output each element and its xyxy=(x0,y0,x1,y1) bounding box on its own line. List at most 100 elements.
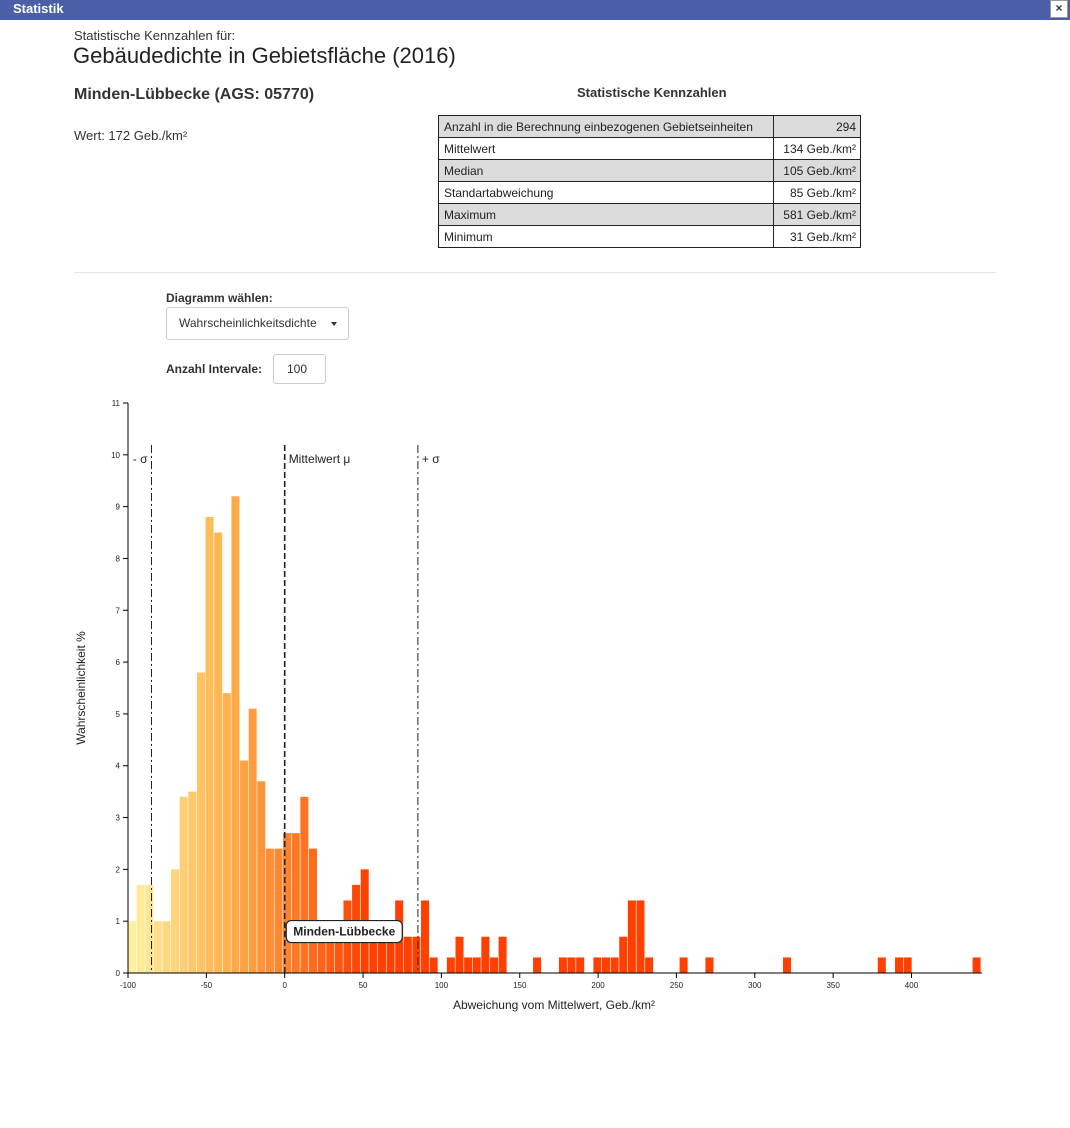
histogram-bar xyxy=(222,693,231,973)
x-tick-label: 350 xyxy=(826,981,840,990)
table-row: Anzahl in die Berechnung einbezogenen Ge… xyxy=(438,115,861,138)
x-tick-label: 200 xyxy=(591,981,605,990)
region-marker-box xyxy=(285,919,403,944)
histogram-bar xyxy=(498,936,507,973)
y-tick-label: 7 xyxy=(116,606,121,615)
y-tick-label: 10 xyxy=(111,451,120,460)
intervals-label: Anzahl Intervale: xyxy=(166,362,263,376)
diagram-select-value: Wahrscheinlichkeitsdichte xyxy=(179,316,317,330)
axes-group: 0 1 2 3 4 5 6 7 8 9 10 11 -100 -50 0 50 100 150 200 250 300 3… xyxy=(111,399,982,990)
window-title: Statistik xyxy=(13,1,64,16)
stat-label: Maximum xyxy=(438,203,774,226)
x-tick-label: 300 xyxy=(748,981,762,990)
close-button[interactable]: × xyxy=(1050,0,1068,18)
histogram-bar xyxy=(636,900,645,973)
page-title: Gebäudedichte in Gebietsfläche (2016) xyxy=(73,43,456,68)
histogram-bar xyxy=(240,760,249,973)
stat-label: Median xyxy=(438,159,774,182)
x-tick-label: 400 xyxy=(905,981,919,990)
histogram-bar xyxy=(136,884,145,973)
y-tick-label: 9 xyxy=(116,503,121,512)
histogram-bar xyxy=(627,900,636,973)
histogram-bar xyxy=(679,957,688,973)
x-tick-label: 0 xyxy=(282,981,287,990)
histogram-bar xyxy=(533,957,542,973)
caret-down-icon xyxy=(331,322,337,326)
x-tick-label: 100 xyxy=(435,981,449,990)
diagram-select-label: Diagramm wählen: xyxy=(166,291,273,305)
histogram-bar xyxy=(446,957,455,973)
histogram-bar xyxy=(257,781,266,973)
histogram-bar xyxy=(619,936,628,973)
region-value: Wert: 172 Geb./km² xyxy=(74,128,188,143)
stats-table: Anzahl in die Berechnung einbezogenen Ge… xyxy=(438,115,861,248)
histogram-bar xyxy=(317,921,326,973)
reference-lines-group: - σ Mittelwert μ + σ xyxy=(133,445,440,973)
histogram-bar xyxy=(472,957,481,973)
histogram-bar xyxy=(265,848,274,973)
histogram-bar xyxy=(421,900,430,973)
stats-title: Statistische Kennzahlen xyxy=(577,85,727,100)
diagram-select[interactable]: Wahrscheinlichkeitsdichte xyxy=(166,307,349,340)
region-marker: Minden-Lübbecke xyxy=(285,919,403,944)
table-row: Minimum 31 Geb./km² xyxy=(438,225,861,248)
histogram-bar xyxy=(308,848,318,973)
histogram-bar xyxy=(248,708,257,973)
x-tick-label: 50 xyxy=(359,981,368,990)
stat-value: 85 Geb./km² xyxy=(773,181,861,204)
histogram-bar xyxy=(705,957,714,973)
histogram-chart: - σ Mittelwert μ + σ 0 1 2 3 4 5 6 7 8 9 10 11 -100 -50… xyxy=(74,399,982,1012)
reference-line-label: - σ xyxy=(133,452,148,466)
histogram-bar xyxy=(593,957,602,973)
histogram-bar xyxy=(196,672,205,973)
x-tick-label: -50 xyxy=(201,981,213,990)
y-axis-label: Wahrscheinlichkeit % xyxy=(74,631,88,745)
page-subtitle: Statistische Kennzahlen für: xyxy=(74,28,236,43)
stat-value: 105 Geb./km² xyxy=(773,159,861,182)
table-row: Standartabweichung 85 Geb./km² xyxy=(438,181,861,204)
histogram-bar xyxy=(576,957,585,973)
y-tick-label: 5 xyxy=(116,710,121,719)
histogram-bar xyxy=(231,496,240,973)
histogram-bar xyxy=(972,957,981,973)
reference-line-label: + σ xyxy=(422,452,440,466)
histogram-bar xyxy=(283,833,292,973)
histogram-bar xyxy=(334,921,343,973)
histogram-bar xyxy=(403,936,412,973)
histogram-bar xyxy=(145,884,154,973)
histogram-bar xyxy=(464,957,473,973)
histogram-bar xyxy=(179,796,188,973)
histogram-bar xyxy=(291,833,300,973)
histogram-bar xyxy=(429,957,438,973)
histogram-bar xyxy=(558,957,567,973)
bars-group xyxy=(128,496,981,973)
histogram-bar xyxy=(877,957,886,973)
x-tick-label: 150 xyxy=(513,981,527,990)
stat-value: 294 xyxy=(773,115,861,138)
intervals-input[interactable] xyxy=(273,354,326,384)
histogram-bar xyxy=(455,936,464,973)
y-tick-label: 1 xyxy=(116,917,121,926)
histogram-bar xyxy=(903,957,912,973)
section-divider xyxy=(74,272,996,273)
histogram-bar xyxy=(602,957,611,973)
y-tick-label: 11 xyxy=(112,399,121,408)
histogram-bar xyxy=(214,532,223,973)
histogram-bar xyxy=(128,921,137,973)
histogram-bar xyxy=(645,957,654,973)
x-axis-label: Abweichung vom Mittelwert, Geb./km² xyxy=(453,998,655,1012)
histogram-bar xyxy=(895,957,904,973)
reference-line-label: Mittelwert μ xyxy=(289,452,351,466)
histogram-bar xyxy=(300,796,309,973)
table-row: Maximum 581 Geb./km² xyxy=(438,203,861,226)
histogram-bar xyxy=(369,921,378,973)
stat-label: Anzahl in die Berechnung einbezogenen Ge… xyxy=(438,115,774,138)
stat-value: 581 Geb./km² xyxy=(773,203,861,226)
x-tick-label: -100 xyxy=(120,981,137,990)
window-titlebar: Statistik × xyxy=(0,0,1070,20)
histogram-bar xyxy=(326,921,335,973)
histogram-bar xyxy=(205,517,214,973)
histogram-bar xyxy=(162,921,171,973)
y-tick-label: 8 xyxy=(116,554,121,563)
region-marker-label: Minden-Lübbecke xyxy=(293,925,395,939)
